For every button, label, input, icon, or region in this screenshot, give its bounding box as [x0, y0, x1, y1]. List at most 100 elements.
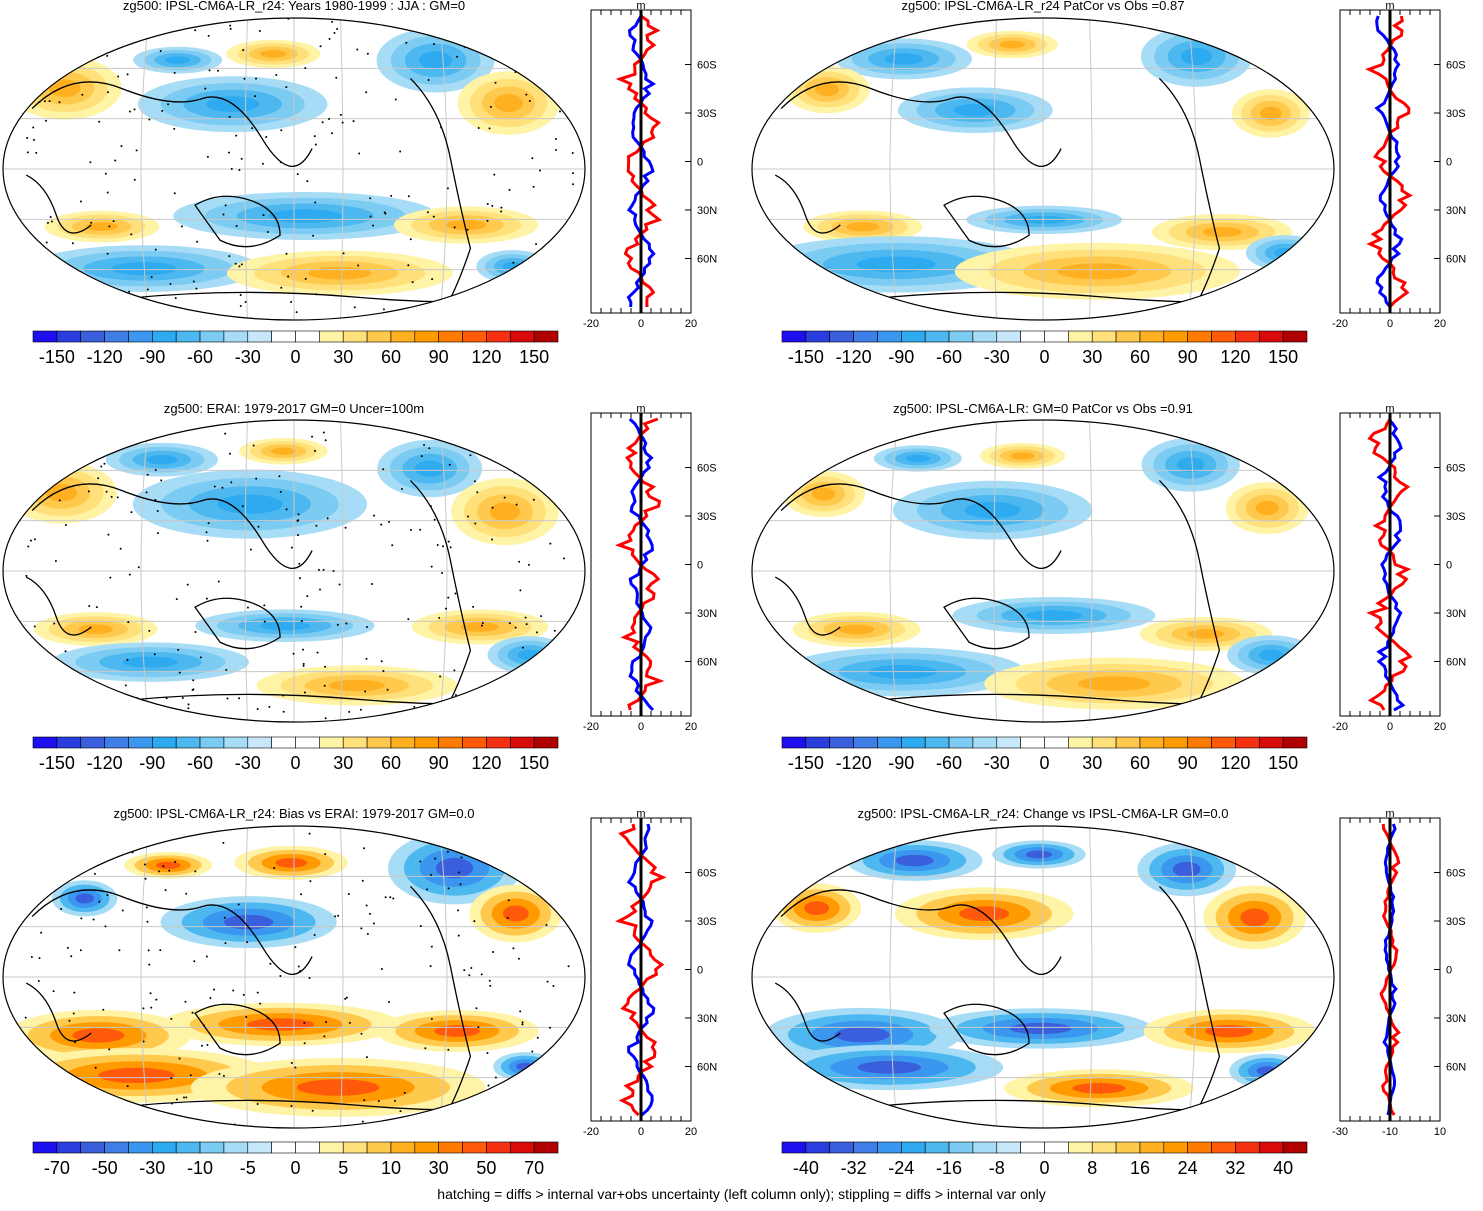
stipple-dot	[466, 228, 469, 231]
stipple-dot	[454, 592, 457, 595]
field-contour	[85, 222, 118, 232]
coastline	[25, 982, 92, 1042]
colorbar-label: 0	[290, 347, 300, 367]
coastline	[31, 483, 313, 569]
profile-x-label: 20	[685, 1126, 697, 1138]
stipple-dot	[454, 694, 457, 697]
field-contour	[1025, 610, 1083, 621]
coastline	[31, 889, 313, 975]
stipple-dot	[462, 30, 465, 33]
colorbar-label: 30	[1082, 753, 1102, 773]
colorbar-label: 0	[1039, 347, 1049, 367]
stipple-dot	[303, 1022, 306, 1025]
stipple-dot	[575, 119, 578, 122]
stipple-dot	[392, 897, 395, 900]
stipple-dot	[187, 703, 190, 706]
stipple-dot	[535, 834, 538, 837]
stipple-dot	[457, 909, 460, 912]
stipple-dot	[290, 1061, 293, 1064]
colorbar-box	[805, 330, 831, 343]
coastline	[409, 479, 472, 701]
field-contour	[1009, 1022, 1072, 1035]
colorbar-label: 120	[471, 753, 501, 773]
stipple-dot	[565, 57, 568, 60]
panel-4: zg500: IPSL-CM6A-LR: GM=0 PatCor vs Obs …	[751, 401, 1466, 773]
longitude-line	[439, 826, 448, 1128]
colorbar-box	[462, 330, 487, 343]
colorbar-label: 5	[338, 1158, 348, 1178]
stipple-dot	[405, 41, 408, 44]
colorbar-label: 120	[1220, 347, 1250, 367]
profile-lat-label: 0	[1446, 965, 1452, 977]
stipple-dot	[472, 294, 475, 297]
profile-unit: m	[1385, 808, 1394, 820]
stipple-dot	[306, 180, 309, 183]
stipple-dot	[187, 707, 190, 710]
stipple-dot	[217, 69, 220, 72]
stipple-dot	[127, 621, 130, 624]
model-profile-line	[1365, 15, 1413, 309]
stipple-dot	[545, 695, 548, 698]
colorbar-box	[32, 736, 58, 749]
colorbar-label: 120	[1220, 753, 1250, 773]
colorbar-box	[104, 736, 129, 749]
stipple-dot	[114, 159, 117, 162]
colorbar-box	[271, 1141, 296, 1154]
stipple-dot	[371, 582, 374, 585]
colorbar-box	[853, 330, 878, 343]
colorbar-box	[805, 736, 831, 749]
stipple-dot	[369, 215, 372, 218]
stipple-dot	[348, 1021, 351, 1024]
colorbar-label: -150	[39, 753, 75, 773]
stipple-dot	[323, 1035, 326, 1038]
colorbar-box	[781, 736, 807, 749]
panel-1: zg500: IPSL-CM6A-LR_r24: Years 1980-1999…	[2, 0, 717, 367]
stipple-dot	[3, 108, 5, 111]
profile-lat-label: 30S	[697, 511, 717, 523]
stipple-dot	[508, 713, 511, 716]
stipple-dot	[58, 499, 61, 502]
stipple-dot	[18, 469, 21, 472]
stipple-dot	[10, 109, 13, 112]
stipple-dot	[500, 206, 503, 209]
stipple-dot	[507, 899, 510, 902]
field-contour	[98, 1067, 175, 1084]
stipple-dot	[192, 280, 195, 283]
colorbar-box	[877, 330, 902, 343]
colorbar-box	[319, 330, 344, 343]
stipple-dot	[309, 880, 312, 883]
stipple-dot	[144, 877, 147, 880]
colorbar-box	[853, 736, 878, 749]
stipple-dot	[548, 1026, 551, 1029]
graticule	[752, 18, 1334, 320]
stipple-dot	[265, 135, 268, 138]
colorbar-box	[56, 330, 82, 343]
stipple-dot	[532, 185, 535, 188]
colorbar-box	[1211, 330, 1236, 343]
field-contour	[1202, 226, 1242, 238]
stipple-dot	[570, 699, 573, 702]
stipple-dot	[263, 604, 266, 607]
stipple-dot	[242, 49, 245, 52]
stipple-dot	[24, 301, 27, 304]
colorbar-label: -120	[87, 753, 123, 773]
obs-profile-line	[1374, 15, 1404, 308]
stipple-dot	[357, 264, 360, 267]
profile-lat-label: 30N	[1446, 608, 1466, 620]
stipple-dot	[531, 157, 534, 160]
stipple-dot	[427, 79, 430, 82]
stipple-dot	[572, 183, 575, 186]
stipple-dot	[167, 103, 170, 106]
coastline	[780, 81, 1062, 167]
stipple-dot	[549, 542, 552, 545]
profile-x-label: 0	[1387, 318, 1393, 330]
stipple-dot	[377, 718, 380, 721]
colorbar-box	[80, 330, 105, 343]
colorbar-box	[996, 736, 1021, 749]
stipple-dot	[72, 1012, 75, 1015]
stipple-dot	[205, 829, 208, 832]
colorbar-label: -8	[989, 1158, 1005, 1178]
field-contour	[905, 454, 931, 463]
longitude-line	[439, 18, 448, 320]
field-contour	[155, 861, 181, 869]
